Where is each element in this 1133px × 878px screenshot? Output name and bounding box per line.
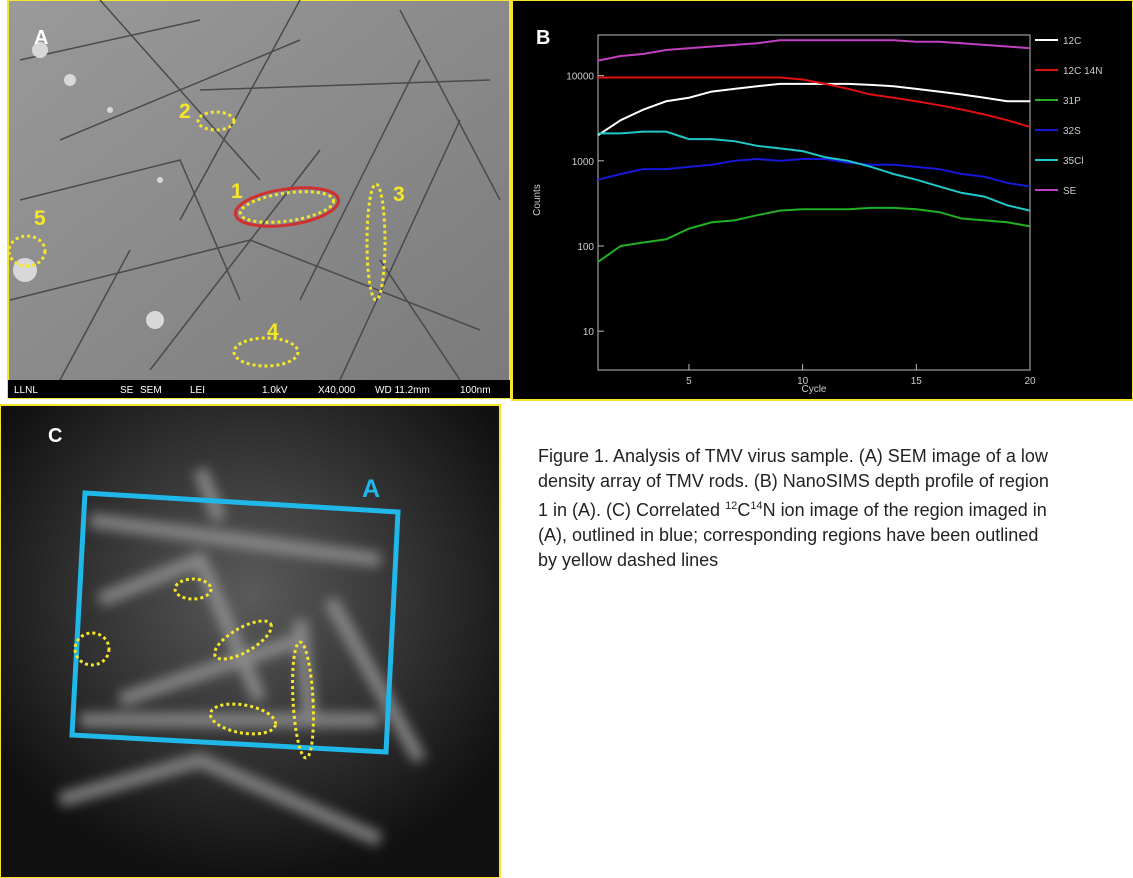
y-tick-label: 100: [577, 242, 594, 253]
y-axis-label: Counts: [532, 184, 543, 216]
panel-label: C: [48, 425, 62, 447]
info-item: SE: [120, 385, 134, 396]
panel-label: B: [536, 27, 550, 49]
region-label: 3: [393, 183, 405, 206]
info-bar: [8, 380, 510, 398]
y-tick-label: 1000: [572, 157, 595, 168]
region-label: 5: [34, 207, 46, 230]
info-item: SEM: [140, 385, 162, 396]
outline-label: A: [362, 475, 380, 503]
region-label: 1: [231, 180, 243, 203]
caption: Figure 1. Analysis of TMV virus sample. …: [538, 444, 1058, 573]
region-label: 2: [179, 100, 191, 123]
y-tick-label: 10000: [566, 72, 594, 83]
legend-label: 12C 14N: [1063, 66, 1102, 77]
figure: 1 2 3 4 5 A LLNL SE SEM LEI 1.0kV X40,00…: [0, 0, 1133, 878]
legend-label: SE: [1063, 186, 1077, 197]
info-item: LLNL: [14, 385, 38, 396]
legend-label: 31P: [1063, 96, 1081, 107]
caption-sup: 12: [725, 500, 737, 512]
panel-a: 1 2 3 4 5 A LLNL SE SEM LEI 1.0kV X40,00…: [8, 0, 510, 398]
legend-label: 32S: [1063, 126, 1081, 137]
legend-label: 12C: [1063, 36, 1081, 47]
x-tick-label: 20: [1024, 376, 1036, 387]
info-item: LEI: [190, 385, 205, 396]
info-item: 1.0kV: [262, 385, 288, 396]
page: 1 2 3 4 5 A LLNL SE SEM LEI 1.0kV X40,00…: [0, 0, 1133, 878]
y-tick-label: 10: [583, 327, 595, 338]
region-label: 4: [267, 320, 279, 343]
panel-c: C A: [0, 405, 500, 878]
caption-sup: 14: [750, 500, 762, 512]
info-item: X40,000: [318, 385, 356, 396]
panel-label: A: [34, 27, 48, 49]
legend-label: 35Cl: [1063, 156, 1084, 167]
info-item: WD 11.2mm: [375, 385, 430, 396]
info-item: 100nm: [460, 385, 491, 396]
x-tick-label: 10: [797, 376, 809, 387]
caption-text: C: [737, 500, 750, 520]
x-tick-label: 5: [686, 376, 692, 387]
x-tick-label: 15: [911, 376, 923, 387]
